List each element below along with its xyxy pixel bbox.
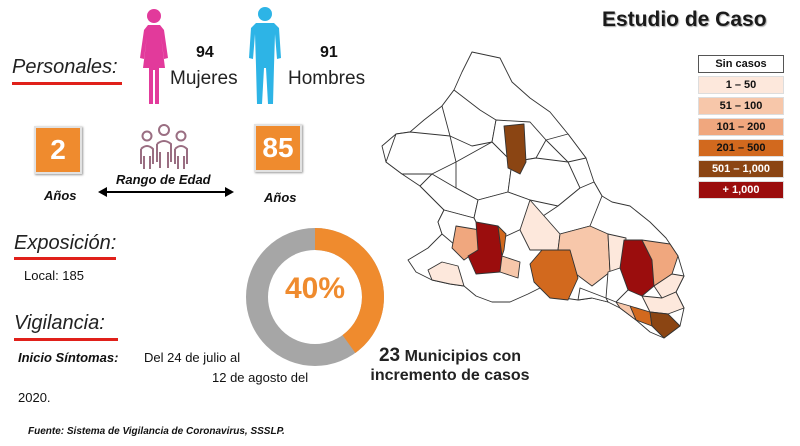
edad-max-unit: Años bbox=[264, 190, 297, 205]
legend-item: 51 – 100 bbox=[698, 97, 784, 115]
legend-item: 201 – 500 bbox=[698, 139, 784, 157]
municipality-51-100 bbox=[615, 301, 637, 321]
exposicion-label: Exposición: bbox=[14, 232, 117, 254]
rango-edad-label: Rango de Edad bbox=[116, 172, 211, 187]
municipios-line2: incremento de casos bbox=[370, 367, 530, 384]
exposicion-underline bbox=[14, 257, 116, 260]
municipality-501-1000 bbox=[649, 311, 681, 339]
edad-max-box: 85 bbox=[254, 124, 302, 172]
donut-percent-label: 40% bbox=[284, 272, 346, 305]
page-title: Estudio de Caso bbox=[602, 8, 767, 31]
municipios-line1: Municipios con bbox=[404, 348, 522, 365]
municipality-1-50 bbox=[427, 261, 465, 287]
personales-label: Personales: bbox=[12, 56, 118, 78]
vigilancia-line2: 12 de agosto del bbox=[212, 370, 309, 385]
source-text: Fuente: Sistema de Vigilancia de Coronav… bbox=[28, 426, 285, 437]
municipality bbox=[605, 267, 629, 303]
municipality bbox=[441, 89, 497, 147]
municipios-number: 23 bbox=[378, 345, 401, 366]
mujeres-count: 94 bbox=[196, 44, 214, 61]
legend-item: 501 – 1,000 bbox=[698, 160, 784, 178]
municipality-501-1000 bbox=[503, 123, 527, 175]
legend-item: 1 – 50 bbox=[698, 76, 784, 94]
municipality bbox=[577, 287, 609, 303]
inicio-sintomas-label: Inicio Síntomas: bbox=[18, 350, 119, 365]
female-figure-icon bbox=[140, 9, 168, 104]
legend-item: 101 – 200 bbox=[698, 118, 784, 136]
state-map bbox=[381, 51, 685, 339]
edad-min-box: 2 bbox=[34, 126, 82, 174]
hombres-count: 91 bbox=[320, 44, 338, 61]
group-people-icon bbox=[140, 124, 188, 169]
edad-min-unit: Años bbox=[44, 188, 77, 203]
legend-item: Sin casos bbox=[698, 55, 784, 73]
percent-donut bbox=[246, 228, 384, 366]
municipality-201-500 bbox=[497, 225, 507, 257]
vigilancia-line3: 2020. bbox=[18, 390, 51, 405]
vigilancia-line1: Del 24 de julio al bbox=[144, 350, 241, 365]
municipality bbox=[545, 133, 587, 163]
vigilancia-underline bbox=[14, 338, 118, 341]
personales-underline bbox=[12, 82, 122, 85]
donut-highlight-arc bbox=[246, 228, 384, 366]
vigilancia-label: Vigilancia: bbox=[14, 312, 105, 334]
legend-item: + 1,000 bbox=[698, 181, 784, 199]
municipality-51-100 bbox=[499, 255, 521, 279]
range-arrow-icon bbox=[98, 187, 234, 197]
mujeres-label: Mujeres bbox=[170, 68, 238, 89]
male-figure-icon bbox=[249, 7, 281, 104]
municipality-1-50 bbox=[653, 273, 685, 299]
municipios-text: 23 Municipios con incremento de casos bbox=[366, 346, 534, 385]
local-text: Local: 185 bbox=[24, 268, 84, 283]
hombres-label: Hombres bbox=[288, 68, 366, 89]
municipality-201-500 bbox=[529, 249, 579, 301]
municipality bbox=[385, 131, 457, 175]
